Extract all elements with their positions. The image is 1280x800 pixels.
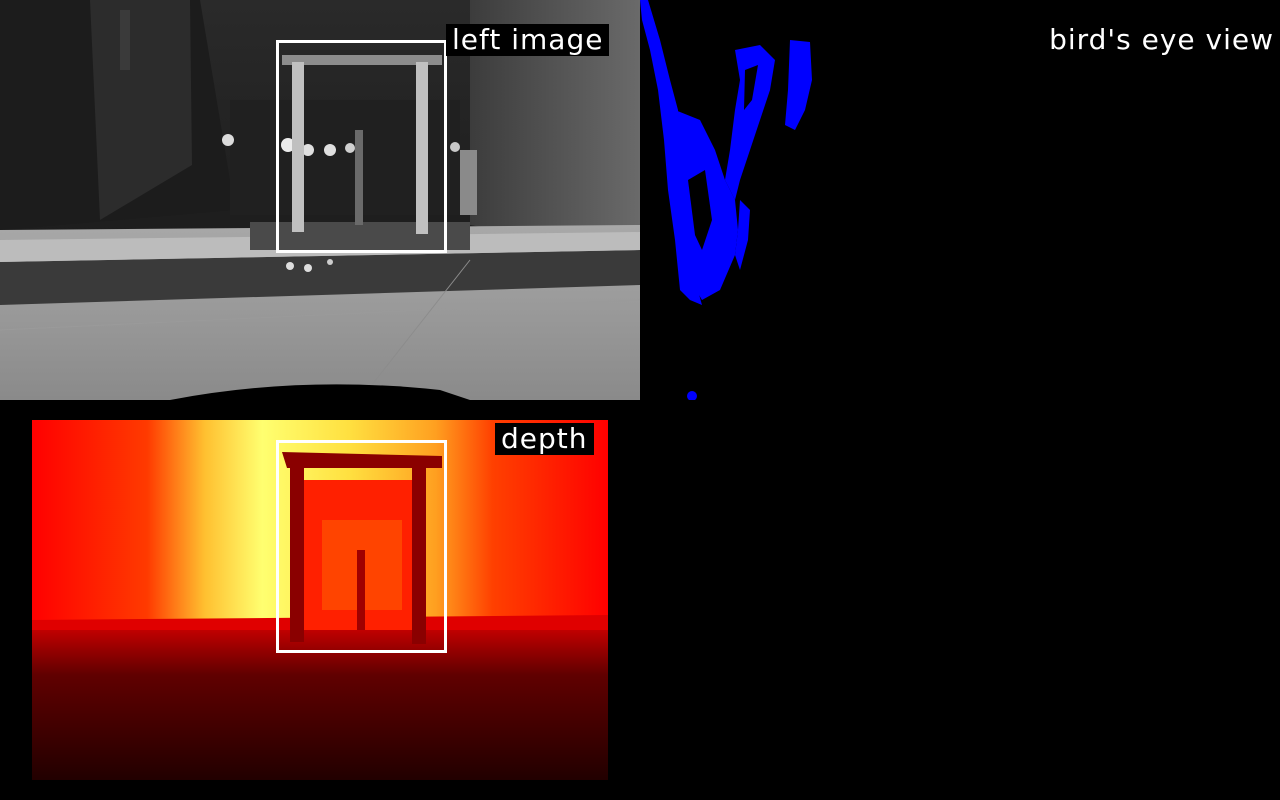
depth-roi-box bbox=[276, 440, 447, 653]
depth-label: depth bbox=[495, 423, 594, 455]
left-camera-frame bbox=[0, 0, 640, 400]
depth-panel bbox=[32, 420, 608, 780]
left-image-label: left image bbox=[446, 24, 610, 56]
birds-eye-point-cloud bbox=[640, 0, 812, 400]
left-image-panel: left image bbox=[0, 0, 640, 400]
left-image-roi-box bbox=[276, 40, 447, 253]
birds-eye-panel: bird's eye view bbox=[640, 0, 1280, 400]
depth-map bbox=[32, 420, 608, 780]
birds-eye-label: bird's eye view bbox=[1049, 23, 1274, 56]
